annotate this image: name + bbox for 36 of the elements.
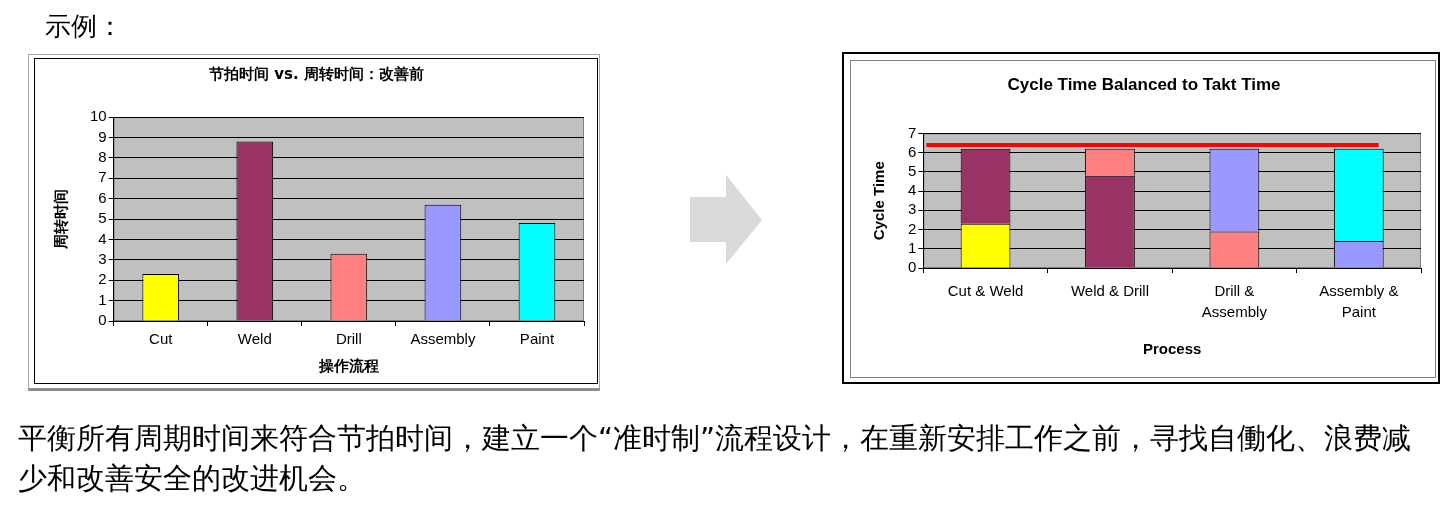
text: 示例： [45,11,123,41]
y-tick-label: 4 [98,229,107,247]
y-tick-label: 0 [908,258,917,276]
x-tick-label: Weld [237,330,272,348]
y-tick-label: 8 [98,147,107,165]
x-tick-label: Cut [149,330,174,348]
y-axis-title: Cycle Time [870,161,888,241]
y-tick-label: 5 [908,162,917,179]
y-axis-title: 周转时间 [51,189,70,250]
y-tick-label: 9 [98,127,107,145]
y-tick-label: 1 [908,238,917,256]
chart-title: 节拍时间 vs. 周转时间：改善前 [208,64,424,83]
text: 平衡所有周期时间来符合节拍时间，建立一个“准时制”流程设计，在重新安排工作之前，寻找自働化、浪费减少和改善安全的改进机会。 [18,420,1413,497]
y-tick-label: 7 [98,168,107,186]
y-tick-label: 1 [98,290,107,308]
x-tick-label: Assembly [410,330,476,348]
y-tick-label: 3 [98,249,107,267]
y-tick-label: 10 [90,107,107,125]
x-tick-label: Drill & Assembly [1201,281,1268,320]
chart-title: Cycle Time Balanced to Takt Time [1007,74,1281,94]
x-tick-label: Paint [519,330,555,348]
y-tick-label: 7 [908,123,917,141]
y-tick-label: 0 [98,311,107,329]
y-tick-label: 6 [908,142,917,160]
y-tick-label: 5 [98,209,107,227]
x-axis-title: 操作流程 [317,356,379,375]
y-tick-label: 4 [908,181,917,199]
x-tick-label: Cut & Weld [947,281,1024,299]
x-tick-label: Assembly & Paint [1319,281,1399,320]
y-tick-label: 2 [98,270,107,288]
x-tick-label: Drill [335,330,362,348]
y-tick-label: 2 [908,219,917,237]
x-tick-label: Weld & Drill [1070,281,1149,299]
y-tick-label: 3 [908,200,917,218]
y-tick-label: 6 [98,188,107,206]
x-axis-title: Process [1142,340,1202,358]
